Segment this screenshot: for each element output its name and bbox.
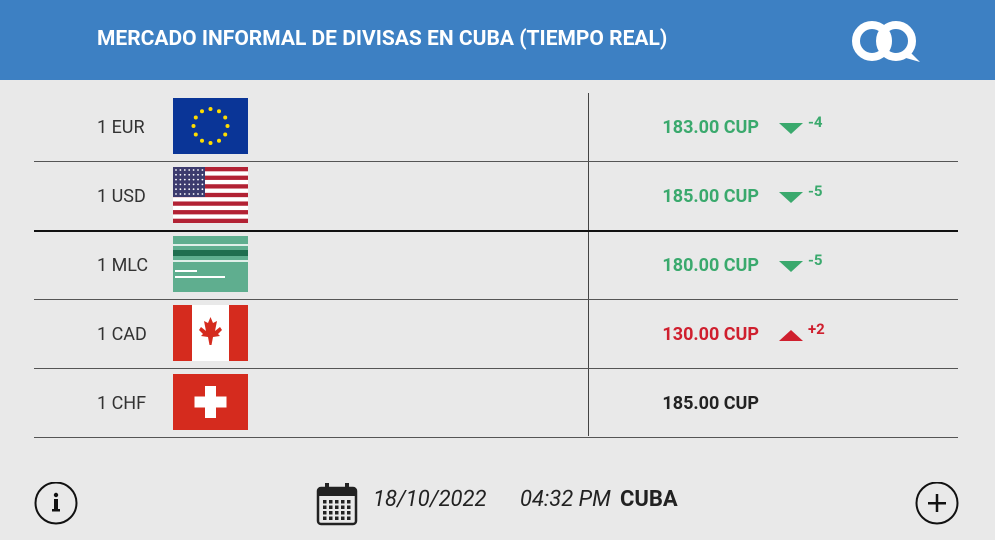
- calendar-dot: [347, 511, 351, 515]
- rate-row: 1 CAD 130.00 CUP +2: [34, 300, 958, 369]
- change: +2: [808, 320, 825, 338]
- currency: 1 USD: [97, 186, 146, 207]
- change: -5: [808, 182, 823, 200]
- calendar-dot: [329, 505, 333, 509]
- calendar-dot: [329, 500, 333, 504]
- rate: 180.00 CUP: [662, 255, 759, 276]
- rate-row: 1 USD 185.00 CUP -5: [34, 162, 958, 232]
- trend-arrow: [779, 192, 803, 203]
- change: -5: [808, 251, 823, 269]
- header: MERCADO INFORMAL DE DIVISAS EN CUBA (TIE…: [0, 0, 995, 80]
- more-button[interactable]: [915, 482, 959, 526]
- currency: 1 CHF: [97, 393, 147, 414]
- flag: [173, 374, 248, 430]
- change: -4: [808, 113, 823, 131]
- divider: [588, 93, 589, 436]
- calendar-dot: [335, 511, 339, 515]
- rate: 185.00 CUP: [662, 393, 759, 414]
- flag: [173, 98, 248, 154]
- trend-arrow: [779, 123, 803, 134]
- trend-arrow: [779, 261, 803, 272]
- calendar-dot: [335, 516, 339, 520]
- time: 04:32 PM: [520, 487, 611, 512]
- calendar-dot: [323, 500, 327, 504]
- calendar-dot: [335, 505, 339, 509]
- currency: 1 EUR: [97, 117, 145, 138]
- calendar-dot: [341, 516, 345, 520]
- rate: 185.00 CUP: [662, 186, 759, 207]
- trend-arrow: [779, 330, 803, 341]
- rate: 130.00 CUP: [662, 324, 759, 345]
- calendar-dot: [347, 505, 351, 509]
- calendar-icon: [316, 483, 358, 526]
- calendar-dot: [329, 511, 333, 515]
- flag: [173, 305, 248, 361]
- location: CUBA: [620, 487, 678, 512]
- rate-row: 1 MLC 180.00 CUP -5: [34, 231, 958, 300]
- calendar-dot: [323, 505, 327, 509]
- calendar-dot: [341, 511, 345, 515]
- calendar-dot: [347, 500, 351, 504]
- title: MERCADO INFORMAL DE DIVISAS EN CUBA (TIE…: [97, 27, 668, 51]
- info-button[interactable]: [34, 482, 78, 526]
- date: 18/10/2022: [373, 487, 487, 512]
- calendar-dot: [341, 505, 345, 509]
- flag: [173, 236, 248, 292]
- calendar-dot: [341, 500, 345, 504]
- calendar-dot: [347, 516, 351, 520]
- rate-row: 1 EUR 183.00 CUP -4: [34, 93, 958, 162]
- calendar-dot: [329, 516, 333, 520]
- currency: 1 CAD: [97, 324, 147, 345]
- logo: [852, 21, 920, 62]
- flag: [173, 167, 248, 223]
- calendar-dot: [335, 500, 339, 504]
- rate: 183.00 CUP: [662, 117, 759, 138]
- rate-row: 1 CHF 185.00 CUP: [34, 369, 958, 438]
- calendar-dot: [323, 511, 327, 515]
- calendar-dot: [323, 516, 327, 520]
- currency: 1 MLC: [97, 255, 149, 276]
